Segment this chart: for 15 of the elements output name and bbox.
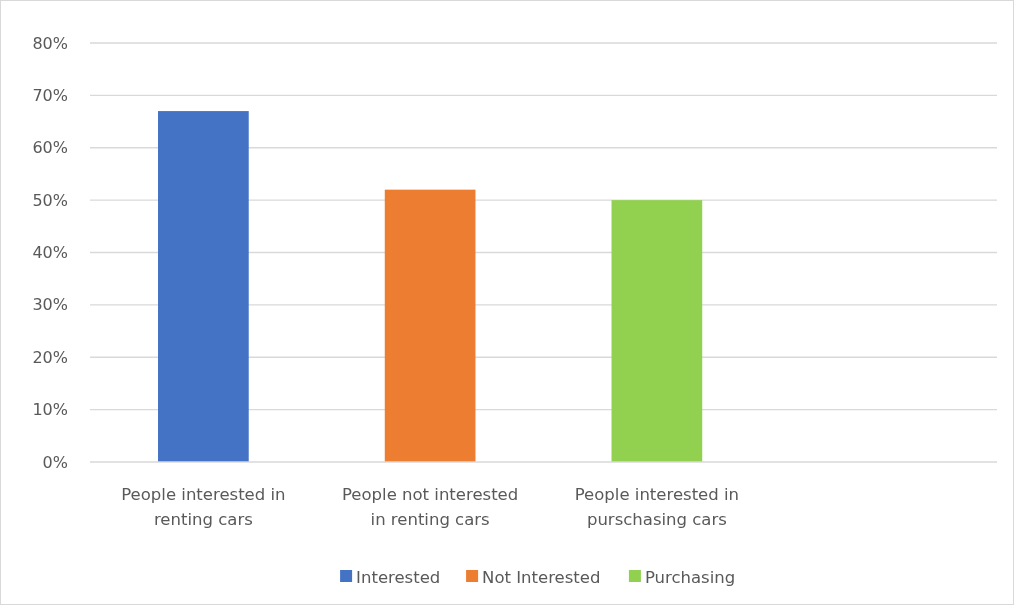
y-tick-label: 60% (32, 138, 68, 158)
y-tick-label: 30% (32, 295, 68, 315)
x-tick-label: People interested in renting cars (121, 485, 286, 529)
y-tick-label: 50% (32, 190, 68, 210)
y-tick-label: 40% (32, 243, 68, 263)
legend-label: Not Interested (482, 567, 601, 587)
x-tick-label: People interested in purschasing cars (574, 485, 740, 529)
legend-label: Interested (356, 567, 441, 587)
y-tick-label: 0% (42, 452, 68, 472)
y-tick-label: 10% (32, 400, 68, 420)
legend-label: Purchasing (644, 567, 736, 587)
y-tick-label: 80% (32, 33, 68, 53)
y-tick-label: 70% (32, 85, 68, 105)
y-tick-label: 20% (32, 347, 68, 367)
x-tick-label: People not interested in renting cars (341, 485, 519, 529)
